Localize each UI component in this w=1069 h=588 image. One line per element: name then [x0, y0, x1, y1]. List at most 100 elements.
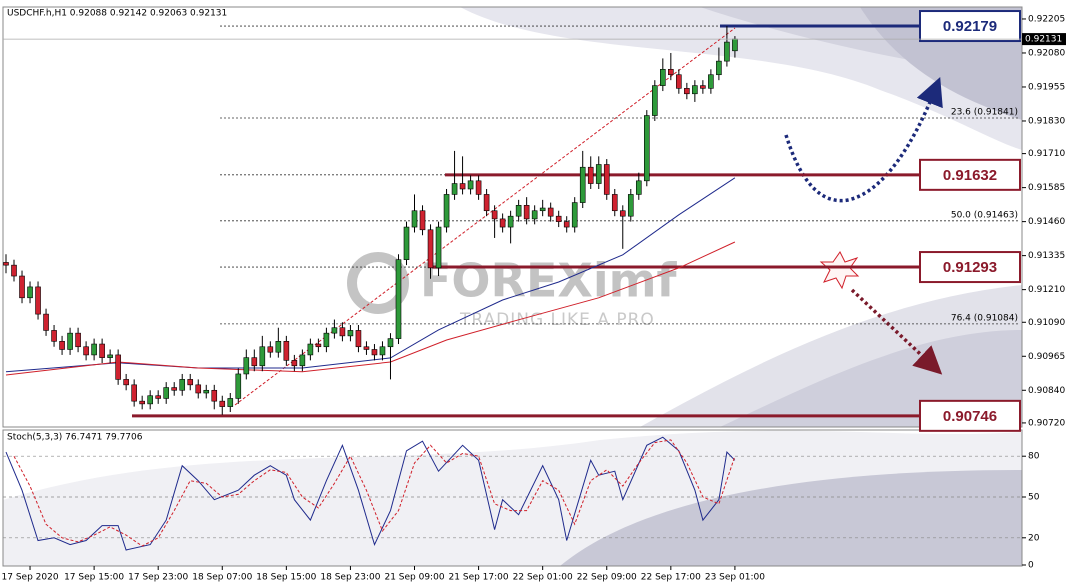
- candle-body: [692, 85, 698, 95]
- candle-body: [243, 357, 250, 375]
- candle-body: [539, 207, 546, 212]
- candle-body: [299, 354, 306, 367]
- candle-body: [435, 226, 442, 269]
- candle-body: [171, 387, 178, 391]
- watermark-tagline: TRADING LIKE A PRO: [459, 310, 655, 330]
- candle-body: [419, 210, 426, 231]
- candle-body: [619, 210, 626, 217]
- trend-line: [234, 27, 736, 406]
- candle-body: [555, 215, 562, 222]
- candle-body: [323, 332, 330, 348]
- candle-body: [315, 343, 322, 348]
- osc-background: [3, 430, 1022, 566]
- candle-body: [595, 164, 602, 184]
- candle-body: [459, 183, 466, 190]
- y-tick-label: 0.91830: [1028, 116, 1065, 126]
- candle-body: [27, 286, 33, 299]
- candle-body: [107, 354, 113, 358]
- candle-body: [547, 207, 554, 217]
- candle-body: [467, 180, 474, 190]
- candle-body: [11, 264, 17, 277]
- candle-body: [347, 330, 354, 337]
- candle-body: [67, 332, 73, 350]
- y-tick-label: 0.92080: [1028, 48, 1065, 58]
- candle-body: [179, 379, 186, 391]
- level-label: 0.91293: [943, 259, 997, 276]
- candle-body: [259, 346, 266, 367]
- level-label: 0.92179: [943, 18, 997, 35]
- osc-frame: [2, 429, 1023, 567]
- candle-body: [75, 332, 81, 348]
- x-tick-label: 22 Sep 17:00: [641, 573, 701, 583]
- y-tick-label: 0.91955: [1028, 82, 1065, 92]
- candle-body: [163, 387, 169, 399]
- candle-body: [627, 194, 634, 217]
- oscillator-line: [13, 439, 736, 547]
- candle-body: [235, 373, 242, 399]
- x-tick-label: 21 Sep 09:00: [384, 573, 444, 583]
- candle-body: [43, 313, 49, 331]
- current-price-box: [1022, 33, 1066, 46]
- osc-tick-label: 20: [1028, 533, 1040, 543]
- candle-body: [403, 226, 410, 261]
- y-tick-label: 0.91585: [1028, 183, 1065, 193]
- x-tick-label: 18 Sep 07:00: [192, 573, 252, 583]
- candle-body: [611, 194, 618, 212]
- current-price-label: 0.92131: [1025, 35, 1062, 45]
- level-box: [919, 251, 1021, 284]
- logo-circle: [347, 252, 409, 314]
- candle-body: [387, 338, 394, 348]
- candle-body: [115, 354, 121, 380]
- y-tick-label: 0.90840: [1028, 386, 1065, 396]
- forecast-arrow-down: [850, 288, 943, 375]
- candle-body: [563, 221, 570, 228]
- candle-body: [603, 164, 610, 195]
- candle-body: [203, 389, 210, 394]
- candle-body: [19, 275, 25, 299]
- candle-body: [99, 343, 105, 358]
- candle-body: [395, 259, 402, 339]
- level-box: [919, 10, 1021, 43]
- y-tick-label: 0.91460: [1028, 217, 1065, 227]
- candle-body: [643, 115, 650, 182]
- level-label: 0.91632: [943, 167, 997, 184]
- fib-label: 76.4 (0.91084): [951, 313, 1018, 323]
- candle-body: [635, 180, 642, 195]
- candle-body: [411, 210, 418, 228]
- candle-body: [531, 210, 538, 220]
- osc-title: Stoch(5,3,3) 76.7471 79.7706: [7, 433, 143, 443]
- candle-body: [483, 194, 490, 212]
- osc-tick-label: 50: [1028, 493, 1040, 503]
- y-tick-label: 0.91335: [1028, 251, 1065, 261]
- candle-body: [587, 166, 594, 184]
- watermark-logo: [347, 252, 409, 314]
- candle-body: [283, 341, 290, 361]
- y-tick-label: 0.90965: [1028, 352, 1065, 362]
- x-tick-label: 23 Sep 01:00: [705, 573, 765, 583]
- chart-title: USDCHF.h,H1 0.92088 0.92142 0.92063 0.92…: [7, 9, 227, 19]
- x-tick-label: 17 Sep 23:00: [128, 573, 188, 583]
- osc-tick-label: 0: [1028, 561, 1034, 571]
- candle-body: [443, 194, 450, 228]
- x-tick-label: 22 Sep 01:00: [513, 573, 573, 583]
- forecast-arrow-up: [784, 77, 943, 203]
- candle-body: [155, 395, 161, 399]
- candle-body: [515, 205, 522, 217]
- candle-body: [355, 330, 362, 348]
- candle-body: [251, 357, 258, 367]
- candle-body: [716, 60, 722, 76]
- candle-body: [131, 384, 137, 402]
- watermark: FOREXimf: [420, 254, 678, 308]
- candle-body: [211, 389, 218, 402]
- candle-body: [427, 229, 434, 269]
- candle-body: [507, 215, 514, 228]
- candle-body: [291, 360, 298, 367]
- candle-body: [676, 74, 682, 89]
- candle-body: [491, 210, 498, 220]
- candle-body: [523, 205, 530, 220]
- candle-body: [275, 341, 282, 353]
- candle-body: [51, 330, 57, 342]
- x-tick-label: 18 Sep 15:00: [256, 573, 316, 583]
- y-tick-label: 0.91710: [1028, 149, 1065, 159]
- starburst: [819, 251, 860, 290]
